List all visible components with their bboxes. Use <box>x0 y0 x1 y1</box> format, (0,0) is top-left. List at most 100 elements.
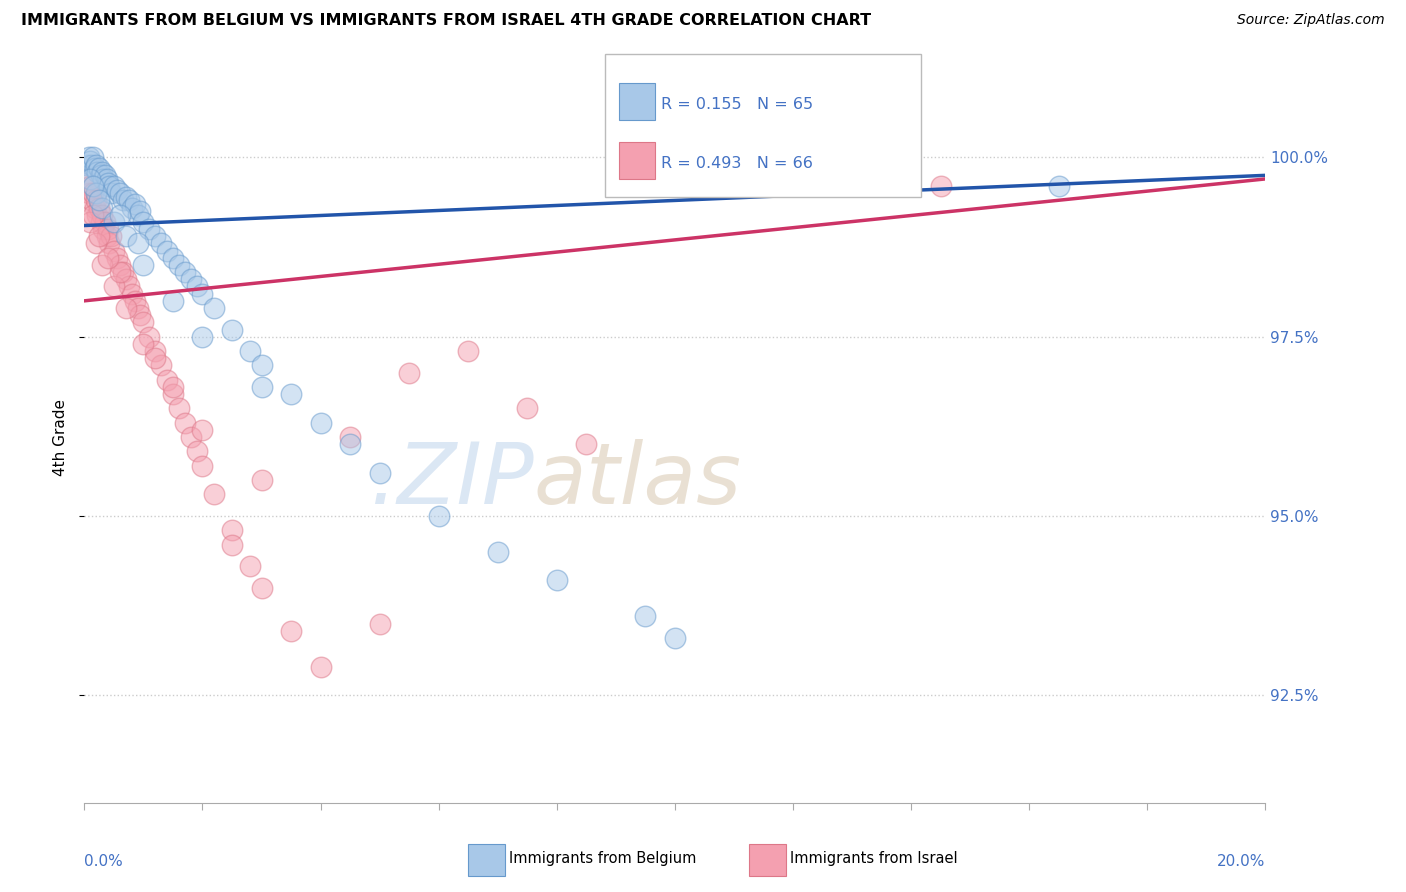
Point <box>98 236 121 251</box>
Point <box>191 286 214 301</box>
Point <box>634 609 657 624</box>
Point <box>91 222 114 236</box>
Y-axis label: 4th Grade: 4th Grade <box>52 399 67 475</box>
Point <box>143 351 166 366</box>
Point <box>664 631 686 645</box>
Point <box>114 272 136 286</box>
Point <box>108 258 131 272</box>
Point <box>132 258 155 272</box>
Point <box>87 194 111 208</box>
Point <box>339 430 361 444</box>
Point <box>221 322 243 336</box>
Point <box>91 172 114 186</box>
Point <box>309 416 332 430</box>
Point <box>368 616 391 631</box>
Point <box>121 201 143 215</box>
Point <box>91 208 114 222</box>
Point <box>76 158 98 172</box>
Point <box>132 315 155 329</box>
Point <box>132 336 155 351</box>
Point <box>105 183 128 197</box>
Point <box>167 401 190 416</box>
Point <box>79 215 101 229</box>
Point <box>239 344 262 359</box>
Point <box>84 236 107 251</box>
Point <box>87 161 111 176</box>
Point <box>114 190 136 204</box>
Point <box>202 301 225 315</box>
Text: 0.0%: 0.0% <box>84 854 124 869</box>
Point <box>186 279 208 293</box>
Point <box>79 179 101 194</box>
Point <box>162 293 184 308</box>
Point <box>111 265 134 279</box>
Point <box>84 158 107 172</box>
Point <box>91 165 114 179</box>
Text: R = 0.155   N = 65: R = 0.155 N = 65 <box>661 97 813 112</box>
Point <box>103 244 125 258</box>
Point <box>91 258 114 272</box>
Point <box>82 150 104 164</box>
Point <box>97 222 120 236</box>
Point <box>84 161 107 176</box>
Point <box>80 158 103 172</box>
Text: 20.0%: 20.0% <box>1218 854 1265 869</box>
Point <box>90 169 112 183</box>
Text: .ZIP: .ZIP <box>370 440 533 523</box>
Point <box>162 380 184 394</box>
Point <box>156 373 179 387</box>
Point <box>82 179 104 194</box>
Point <box>96 172 118 186</box>
Point <box>100 229 122 244</box>
Point <box>191 423 214 437</box>
Point <box>398 366 420 380</box>
Point <box>82 208 104 222</box>
Point <box>84 194 107 208</box>
Point <box>368 466 391 480</box>
Point <box>162 387 184 401</box>
Point <box>127 236 149 251</box>
Point <box>191 329 214 343</box>
Point <box>1047 179 1070 194</box>
Point <box>427 508 450 523</box>
Point <box>143 229 166 244</box>
Text: Immigrants from Israel: Immigrants from Israel <box>790 852 957 866</box>
Point <box>86 208 108 222</box>
Point <box>80 194 103 208</box>
Point <box>156 244 179 258</box>
Text: IMMIGRANTS FROM BELGIUM VS IMMIGRANTS FROM ISRAEL 4TH GRADE CORRELATION CHART: IMMIGRANTS FROM BELGIUM VS IMMIGRANTS FR… <box>21 13 872 29</box>
Point <box>143 344 166 359</box>
Point <box>180 272 202 286</box>
Point <box>91 201 114 215</box>
Point <box>97 176 120 190</box>
Point <box>79 153 101 168</box>
Point <box>127 301 149 315</box>
Point <box>103 215 125 229</box>
Point <box>486 545 509 559</box>
Text: Immigrants from Belgium: Immigrants from Belgium <box>509 852 696 866</box>
Point <box>150 236 173 251</box>
Point <box>546 574 568 588</box>
Point <box>180 430 202 444</box>
Point <box>239 559 262 574</box>
Point <box>221 524 243 538</box>
Point <box>103 179 125 194</box>
Point <box>96 229 118 244</box>
Text: Source: ZipAtlas.com: Source: ZipAtlas.com <box>1237 13 1385 28</box>
Point <box>162 251 184 265</box>
Point <box>250 473 273 487</box>
Text: R = 0.493   N = 66: R = 0.493 N = 66 <box>661 156 813 171</box>
Point <box>150 359 173 373</box>
Point <box>202 487 225 501</box>
Point <box>77 150 100 164</box>
Point <box>94 169 117 183</box>
Point <box>173 265 195 279</box>
Point <box>79 172 101 186</box>
Point <box>84 201 107 215</box>
Point <box>82 186 104 201</box>
Point <box>100 186 122 201</box>
Point <box>339 437 361 451</box>
Point <box>84 186 107 201</box>
Point <box>129 308 152 322</box>
Point <box>97 251 120 265</box>
